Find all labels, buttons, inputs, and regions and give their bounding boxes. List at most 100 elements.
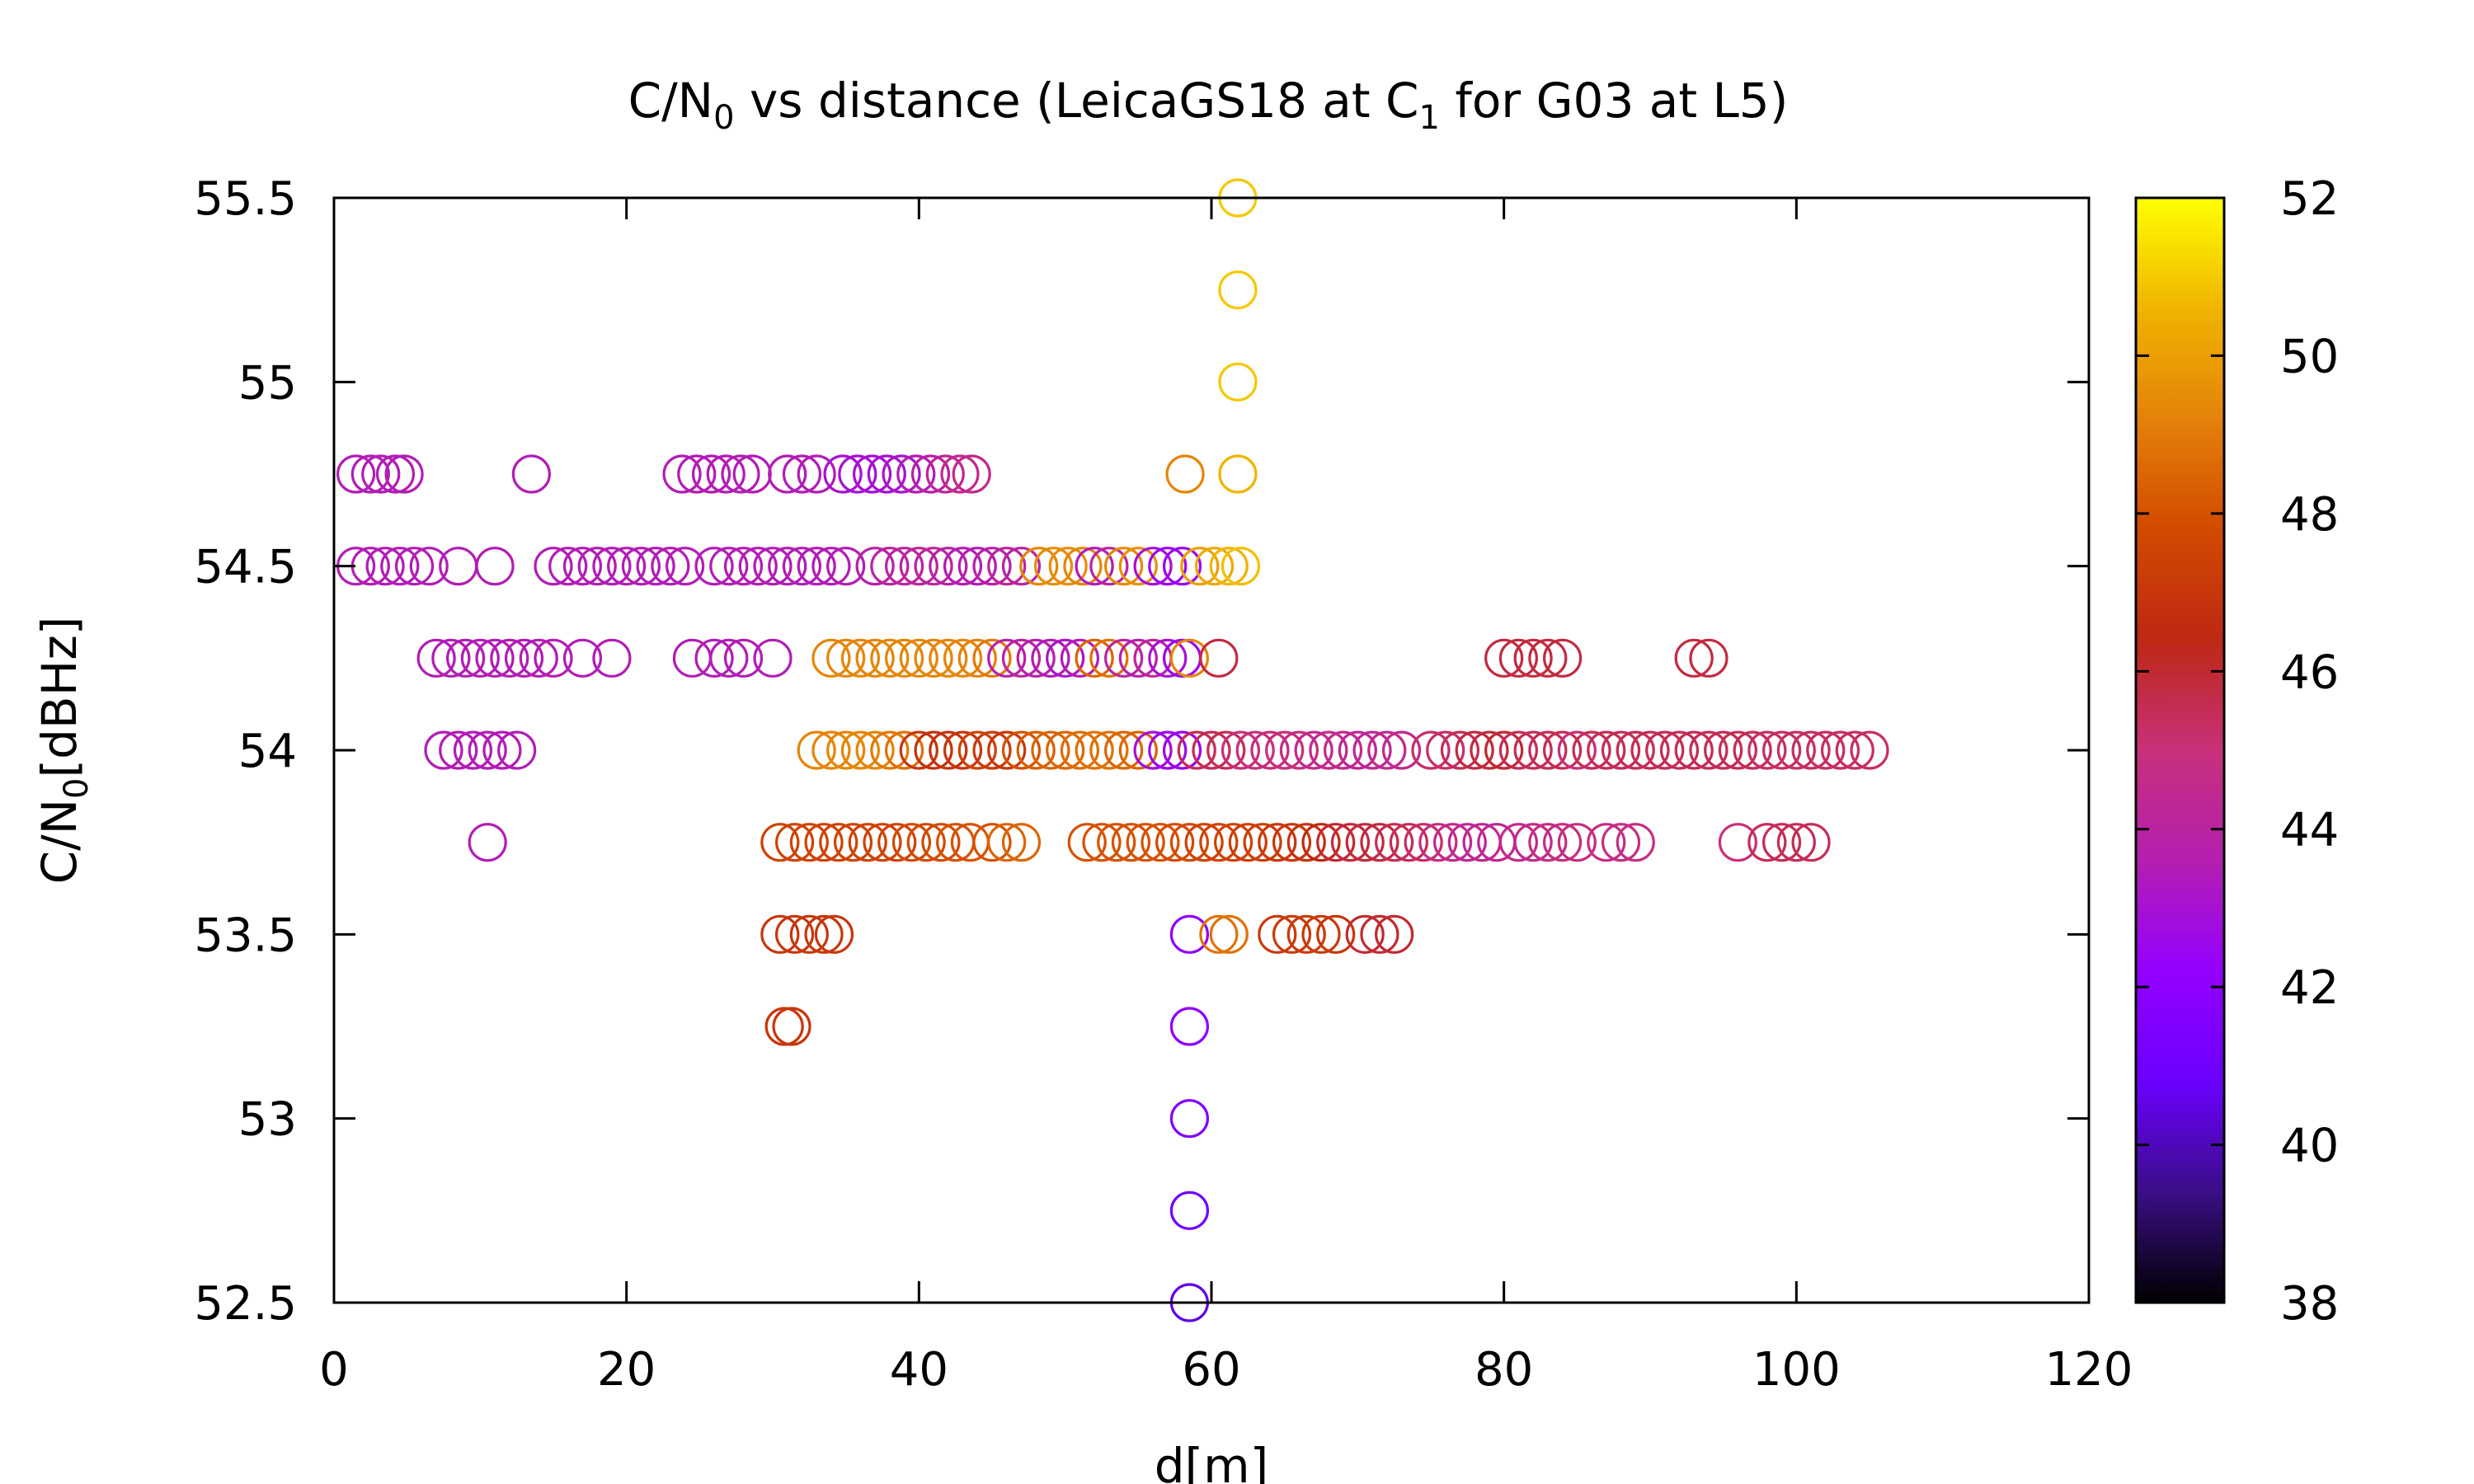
data-point	[1542, 823, 1583, 862]
data-point	[910, 454, 951, 494]
data-point	[921, 823, 961, 862]
data-point	[1199, 914, 1239, 954]
data-point	[1542, 638, 1583, 678]
data-point	[709, 547, 749, 586]
data-point	[826, 730, 866, 770]
data-point	[972, 547, 1012, 586]
data-point	[797, 547, 836, 586]
data-point	[1082, 823, 1122, 862]
data-point	[1218, 362, 1258, 402]
data-point	[445, 638, 486, 678]
data-point	[957, 730, 997, 770]
data-point	[511, 454, 552, 494]
data-point	[1330, 823, 1371, 862]
data-point	[914, 547, 953, 586]
data-point	[972, 638, 1012, 678]
data-point	[943, 547, 983, 586]
data-point	[534, 638, 573, 678]
data-point	[1762, 730, 1802, 770]
data-point	[782, 547, 822, 586]
data-point	[1557, 730, 1597, 770]
data-point	[811, 730, 851, 770]
data-point	[884, 638, 924, 678]
data-point	[1762, 823, 1802, 862]
data-point	[1258, 914, 1297, 954]
data-point	[1776, 730, 1816, 770]
data-point	[592, 547, 632, 586]
data-point	[439, 730, 478, 770]
data-point	[1279, 730, 1319, 770]
data-point	[534, 547, 573, 586]
data-point	[764, 1007, 804, 1046]
data-point	[1089, 547, 1129, 586]
data-point	[819, 823, 858, 862]
data-point	[1067, 823, 1107, 862]
data-point	[1165, 454, 1205, 494]
data-point	[350, 454, 390, 494]
data-point	[925, 454, 965, 494]
x-axis-label: d[m]	[1155, 1438, 1269, 1484]
data-point	[899, 547, 938, 586]
data-point	[899, 730, 938, 770]
data-point	[672, 638, 713, 678]
data-point	[1001, 730, 1042, 770]
data-point	[1301, 823, 1341, 862]
data-point	[1133, 547, 1173, 586]
data-point	[490, 638, 529, 678]
data-point	[1169, 1099, 1210, 1139]
y-tick-label: 53.5	[194, 909, 297, 962]
data-point	[1316, 914, 1356, 954]
data-point	[943, 730, 983, 770]
data-point	[504, 638, 544, 678]
data-point	[460, 638, 500, 678]
data-point	[1528, 730, 1568, 770]
data-point	[1016, 730, 1056, 770]
data-point	[562, 547, 603, 586]
data-point	[804, 823, 844, 862]
data-point	[814, 914, 854, 954]
data-point	[1733, 730, 1772, 770]
data-point	[1513, 823, 1553, 862]
data-point	[1221, 547, 1261, 586]
data-point	[914, 638, 953, 678]
data-point	[789, 823, 829, 862]
data-point	[1194, 547, 1235, 586]
data-point	[1286, 914, 1326, 954]
y-tick-label: 55	[238, 356, 297, 410]
data-point	[943, 638, 983, 678]
data-point	[1498, 730, 1539, 770]
data-point	[987, 823, 1027, 862]
data-point	[884, 547, 924, 586]
data-point	[1316, 823, 1356, 862]
data-point	[823, 454, 863, 494]
data-point	[365, 547, 405, 586]
data-point	[1513, 638, 1553, 678]
colorbar-tick-label: 48	[2280, 488, 2339, 542]
data-point	[1089, 730, 1129, 770]
data-point	[1426, 730, 1465, 770]
data-point	[914, 730, 953, 770]
data-point	[1133, 730, 1173, 770]
data-point	[972, 823, 1012, 862]
data-point	[439, 547, 478, 586]
data-point	[694, 547, 734, 586]
data-point	[899, 638, 938, 678]
x-tick-label: 40	[890, 1343, 948, 1397]
data-point	[774, 914, 815, 954]
data-point	[760, 914, 800, 954]
data-point	[1206, 730, 1246, 770]
data-point	[1455, 730, 1494, 770]
data-point	[838, 454, 877, 494]
data-point	[1286, 823, 1326, 862]
data-point	[1272, 823, 1312, 862]
data-point	[1228, 823, 1268, 862]
data-point	[1046, 730, 1085, 770]
data-point	[940, 454, 980, 494]
data-point	[972, 730, 1012, 770]
y-tick-label: 55.5	[194, 172, 297, 226]
data-point	[1791, 730, 1831, 770]
data-point	[1118, 638, 1158, 678]
y-tick-label: 54.5	[194, 541, 297, 594]
data-point	[1060, 730, 1100, 770]
data-point	[768, 454, 807, 494]
